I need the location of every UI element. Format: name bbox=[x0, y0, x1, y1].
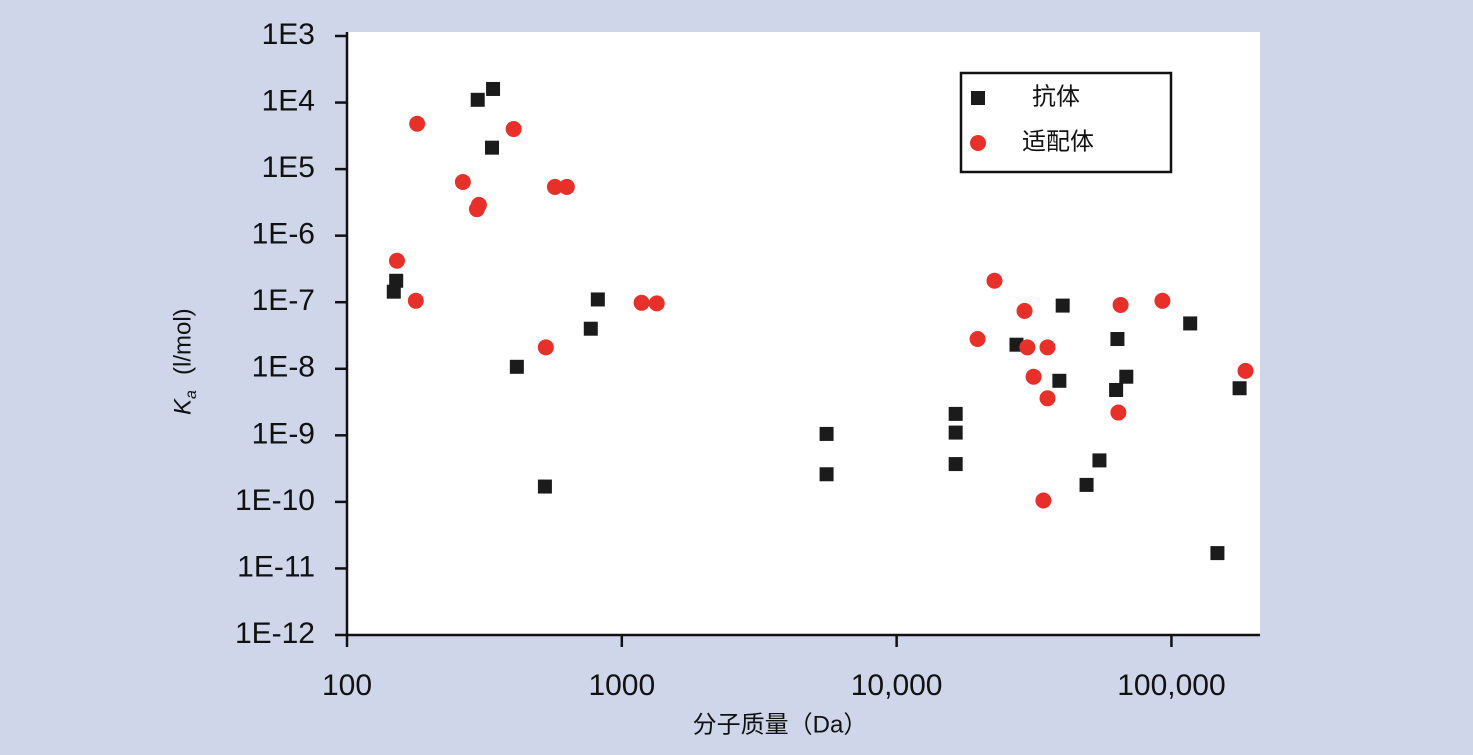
point bbox=[409, 115, 426, 132]
point bbox=[590, 292, 605, 307]
x-tick-label: 100 bbox=[322, 669, 372, 702]
point bbox=[505, 121, 522, 138]
point bbox=[1154, 292, 1171, 309]
point bbox=[633, 294, 650, 311]
point bbox=[948, 425, 963, 440]
point bbox=[648, 295, 665, 312]
y-tick-label: 1E5 bbox=[262, 151, 315, 184]
point bbox=[486, 81, 501, 96]
point bbox=[1112, 296, 1129, 313]
point bbox=[1039, 390, 1056, 407]
y-label-subscript: a bbox=[183, 390, 200, 399]
y-label-unit: (l/mol) bbox=[169, 308, 196, 375]
point bbox=[948, 457, 963, 472]
point bbox=[819, 426, 834, 441]
point bbox=[1035, 492, 1052, 509]
point bbox=[819, 467, 834, 482]
point bbox=[1019, 339, 1036, 356]
point bbox=[969, 331, 986, 348]
y-tick-label: 1E4 bbox=[262, 84, 315, 117]
point bbox=[558, 178, 575, 195]
point bbox=[1109, 382, 1124, 397]
point bbox=[1110, 332, 1125, 347]
y-tick-label: 1E-12 bbox=[235, 617, 315, 650]
point bbox=[1232, 381, 1247, 396]
x-tick-label: 1000 bbox=[588, 669, 655, 702]
point bbox=[546, 178, 563, 195]
point bbox=[986, 272, 1003, 289]
point bbox=[537, 339, 554, 356]
point bbox=[454, 174, 471, 191]
y-tick-label: 1E-8 bbox=[252, 351, 315, 384]
y-axis-label: K a (l/mol) bbox=[169, 308, 200, 415]
point bbox=[468, 201, 485, 218]
point bbox=[470, 92, 485, 107]
point bbox=[388, 252, 405, 269]
point bbox=[1119, 369, 1134, 384]
point bbox=[537, 479, 552, 494]
point bbox=[407, 292, 424, 309]
y-tick-label: 1E3 bbox=[262, 18, 315, 51]
point bbox=[1183, 316, 1198, 331]
legend-box bbox=[959, 71, 1173, 174]
y-label-symbol: K bbox=[169, 398, 196, 415]
legend-label: 抗体 bbox=[1032, 83, 1080, 110]
point bbox=[1210, 546, 1225, 561]
y-tick-label: 1E-10 bbox=[235, 484, 315, 517]
point bbox=[509, 359, 524, 374]
x-tick-label: 10,000 bbox=[851, 669, 943, 702]
point bbox=[1079, 477, 1094, 492]
legend-marker bbox=[971, 91, 985, 105]
legend-label: 适配体 bbox=[1022, 128, 1094, 155]
point bbox=[1025, 368, 1042, 385]
point bbox=[583, 321, 598, 336]
x-axis-label: 分子质量（Da） bbox=[693, 711, 868, 738]
point bbox=[1092, 453, 1107, 468]
point bbox=[389, 273, 404, 288]
point bbox=[386, 284, 401, 299]
point bbox=[948, 406, 963, 421]
y-tick-label: 1E-6 bbox=[252, 218, 315, 251]
point bbox=[1016, 302, 1033, 319]
point bbox=[1237, 362, 1254, 379]
legend-marker bbox=[970, 135, 986, 151]
y-tick-label: 1E-7 bbox=[252, 284, 315, 317]
x-tick-label: 100,000 bbox=[1117, 669, 1225, 702]
point bbox=[1055, 298, 1070, 313]
point bbox=[1052, 373, 1067, 388]
point bbox=[1110, 404, 1127, 421]
y-tick-label: 1E-11 bbox=[237, 550, 315, 583]
point bbox=[485, 140, 500, 155]
point bbox=[1039, 339, 1056, 356]
y-tick-label: 1E-9 bbox=[252, 417, 315, 450]
